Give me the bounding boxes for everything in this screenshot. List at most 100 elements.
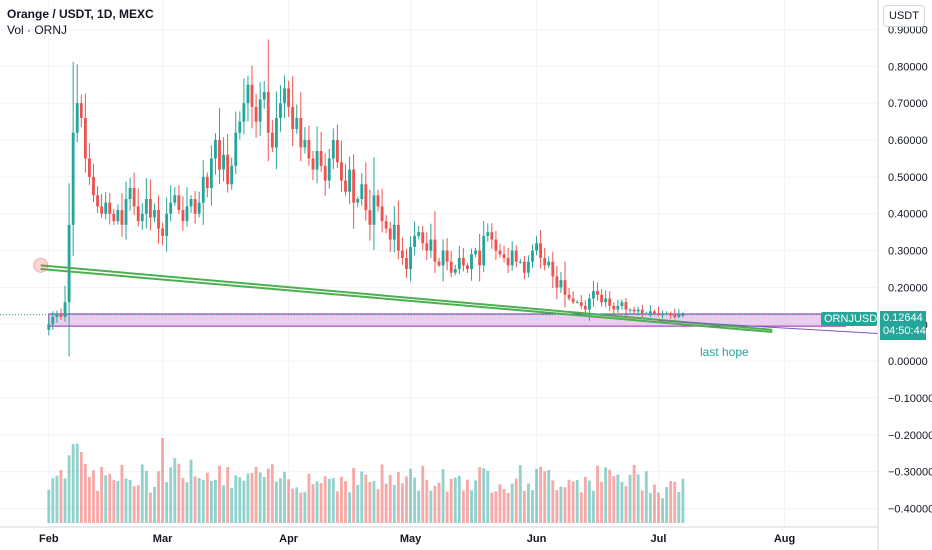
price-axis[interactable]: 0.90000 0.80000 0.70000 0.60000 0.50000 0.400… <box>888 24 932 515</box>
candle-body <box>437 261 441 266</box>
candle-body <box>327 158 331 181</box>
candle-body <box>543 257 547 266</box>
price-tick-label: 0.90000 <box>888 24 928 36</box>
volume-bar <box>535 468 538 523</box>
volume-bar <box>567 479 571 523</box>
candle-body <box>165 213 169 236</box>
candle-body <box>490 232 494 240</box>
candle-body <box>242 103 246 122</box>
volume-bar <box>108 473 112 523</box>
candle-body <box>331 140 335 159</box>
candle-body <box>270 132 274 148</box>
volume-bar <box>604 467 608 523</box>
time-tick-label: Aug <box>774 533 795 545</box>
candle-body <box>604 298 608 303</box>
candle-body <box>644 313 648 315</box>
volume-bar <box>470 490 473 523</box>
volume-bar <box>429 490 433 523</box>
volume-bar <box>445 491 449 523</box>
trendline-anchor[interactable] <box>33 257 49 273</box>
currency-unit-button[interactable]: USDT <box>883 5 925 27</box>
trendline <box>40 264 773 331</box>
volume-bar <box>522 490 526 523</box>
trendlines <box>40 264 879 335</box>
volume-bar <box>636 474 640 523</box>
candle-body <box>388 228 392 240</box>
volume-bar <box>384 483 388 523</box>
volume-bar <box>421 465 425 523</box>
volume-bar <box>132 486 136 523</box>
volume-bar <box>494 491 498 523</box>
candle-body <box>640 309 644 314</box>
candle-body <box>311 158 315 170</box>
candle-body <box>522 261 526 273</box>
volume-bar <box>563 487 567 523</box>
candle-body <box>592 291 595 299</box>
candle-body <box>344 180 347 192</box>
candle-body <box>624 302 628 310</box>
volume-bar <box>392 485 396 523</box>
candle-body <box>555 276 559 288</box>
candle-body <box>470 254 473 270</box>
volume-bar <box>205 472 209 523</box>
candle-body <box>596 291 599 295</box>
candle-body <box>214 140 217 159</box>
candle-body <box>169 202 173 214</box>
volume-bar <box>587 480 591 523</box>
volume-bar <box>498 484 502 523</box>
annotation-last-hope[interactable]: last hope <box>700 345 749 359</box>
volume-bar <box>531 490 534 523</box>
volume-bar <box>327 478 331 523</box>
volume-bar <box>368 481 372 523</box>
volume-legend[interactable]: Vol · ORNJ <box>7 23 68 37</box>
time-axis[interactable]: Feb Mar Apr May Jun Jul Aug <box>39 533 795 545</box>
volume-bar <box>673 481 677 523</box>
time-tick-label: May <box>400 533 422 545</box>
candle-body <box>234 132 238 166</box>
candle-body <box>340 162 343 181</box>
candle-body <box>279 103 282 118</box>
candle-body <box>157 210 160 229</box>
candle-body <box>559 280 563 288</box>
symbol-title[interactable]: Orange / USDT, 1D, MEXC <box>7 7 154 21</box>
volume-bar <box>51 478 55 523</box>
candle-body <box>246 84 250 104</box>
candle-body <box>75 103 79 133</box>
volume-bar <box>478 467 482 523</box>
volume-bar <box>303 492 307 523</box>
candle-body <box>140 213 144 222</box>
volume-bar <box>453 477 457 523</box>
candle-body <box>148 199 152 218</box>
candle-body <box>498 250 502 255</box>
volume-bar <box>262 477 266 523</box>
volume-bar <box>83 463 87 523</box>
volume-bar <box>169 467 173 523</box>
volume-bar <box>165 482 169 523</box>
candle-body <box>274 117 278 148</box>
candle-body <box>124 199 128 225</box>
candle-body <box>486 232 490 236</box>
volume-bar <box>79 452 83 523</box>
volume-bar <box>490 492 494 523</box>
volume-bar <box>449 478 453 523</box>
volume-bar <box>283 471 286 523</box>
candle-body <box>96 195 99 207</box>
price-tick-label: −0.30000 <box>888 467 932 479</box>
volume-bar <box>547 470 551 523</box>
volume-bar <box>246 473 250 523</box>
candle-body <box>161 228 165 236</box>
candle-body <box>514 250 518 262</box>
volume-bar <box>47 489 51 523</box>
volume-bar <box>677 492 681 523</box>
volume-bar <box>482 468 486 523</box>
candle-body <box>205 176 209 188</box>
candle-body <box>364 184 368 211</box>
candle-body <box>600 294 604 303</box>
volume-bar <box>222 485 225 523</box>
volume-bar <box>189 459 193 523</box>
candle-body <box>189 199 193 207</box>
volume-bar <box>88 476 91 523</box>
volume-bar <box>555 490 559 523</box>
candle-body <box>368 210 372 225</box>
